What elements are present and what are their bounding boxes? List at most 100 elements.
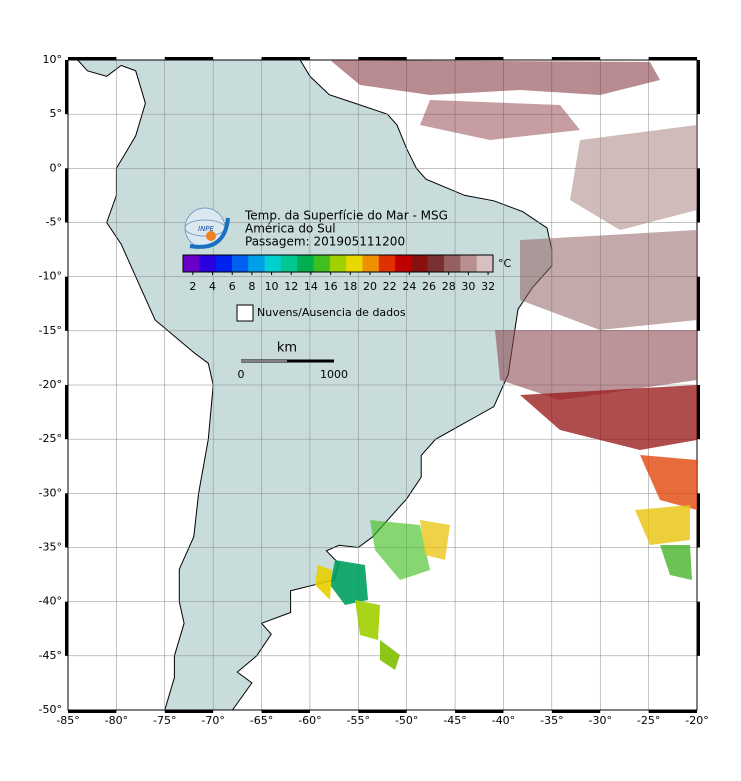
lat-tick-label: -20°: [39, 378, 62, 391]
colorbar-segment: [313, 255, 331, 272]
frame-bar: [68, 57, 117, 60]
colorbar-segment: [395, 255, 412, 272]
lat-tick-label: -25°: [39, 432, 62, 445]
colorbar-segment: [444, 255, 461, 272]
frame-bar: [164, 57, 214, 60]
lat-tick-label: -15°: [39, 324, 62, 337]
colorbar: 2 4 6 8 10 12 14 16 18 20 22 24 26 28 30 32: [182, 254, 495, 293]
lat-tick-label: 10°: [43, 53, 63, 66]
lon-tick-label: -45°: [443, 714, 466, 727]
colorbar-segment: [297, 255, 315, 272]
lat-tick-label: -35°: [39, 541, 62, 554]
frame-bar: [65, 385, 68, 440]
lat-tick-label: -45°: [39, 649, 62, 662]
lon-tick-label: -70°: [201, 714, 224, 727]
lon-tick-label: -80°: [105, 714, 128, 727]
frame-bar: [65, 601, 68, 656]
frame-bar: [65, 168, 68, 223]
colorbar-tick-label: 6: [229, 280, 236, 293]
colorbar-segment: [476, 255, 494, 272]
title: Temp. da Superfície do Mar - MSG: [244, 209, 448, 223]
colorbar-tick-label: 20: [363, 280, 377, 293]
colorbar-segment: [362, 255, 380, 272]
colorbar-tick-label: 22: [383, 280, 397, 293]
colorbar-segment: [329, 255, 347, 272]
lon-tick-label: -75°: [153, 714, 176, 727]
frame-bar: [65, 60, 68, 115]
frame-bar: [68, 710, 117, 713]
frame-bar: [697, 493, 700, 548]
frame-bar: [697, 60, 700, 115]
logo: INPE: [184, 207, 230, 249]
colorbar-segment: [264, 255, 282, 272]
colorbar-tick-label: 14: [304, 280, 318, 293]
colorbar-tick-label: 18: [343, 280, 357, 293]
lon-tick-label: -65°: [250, 714, 273, 727]
lon-tick-label: -35°: [540, 714, 563, 727]
legend-swatch: [236, 304, 254, 322]
frame-bar: [164, 710, 214, 713]
lon-tick-label: -55°: [347, 714, 370, 727]
colorbar-tick-label: 12: [284, 280, 298, 293]
colorbar-segment: [280, 255, 298, 272]
lon-tick-label: -30°: [588, 714, 611, 727]
colorbar-segment: [199, 255, 217, 272]
frame-bar: [697, 601, 700, 656]
lat-tick-label: -40°: [39, 595, 62, 608]
colorbar-tick-label: 28: [442, 280, 456, 293]
frame-bar: [551, 710, 601, 713]
colorbar-segment: [215, 255, 233, 272]
colorbar-segment: [248, 255, 266, 272]
lon-tick-label: -85°: [56, 714, 79, 727]
lat-tick-label: -10°: [39, 270, 62, 283]
colorbar-tick-label: 24: [402, 280, 416, 293]
colorbar-segment: [378, 255, 396, 272]
lat-tick-label: -30°: [39, 486, 62, 499]
frame-bar: [261, 710, 310, 713]
pass-time: Passagem: 201905111200: [245, 235, 405, 249]
scale-unit: km: [277, 341, 297, 356]
lon-tick-label: -60°: [298, 714, 321, 727]
region: América do Sul: [245, 222, 336, 236]
lat-tick-label: -5°: [46, 216, 62, 229]
colorbar-tick-label: 8: [248, 280, 255, 293]
colorbar-unit: °C: [498, 257, 512, 270]
colorbar-tick-label: 30: [461, 280, 475, 293]
lat-tick-label: 5°: [50, 107, 63, 120]
frame-bar: [455, 57, 504, 60]
legend-label: Nuvens/Ausencia de dados: [257, 306, 406, 319]
lat-tick-label: -50°: [39, 703, 62, 716]
scale-start: 0: [238, 368, 245, 381]
frame-bar: [648, 710, 697, 713]
colorbar-segment: [427, 255, 445, 272]
scale-end: 1000: [320, 368, 348, 381]
colorbar-tick-label: 10: [265, 280, 279, 293]
frame-bar: [697, 385, 700, 440]
frame-bar: [261, 57, 310, 60]
frame-bar: [455, 710, 504, 713]
colorbar-segment: [460, 255, 478, 272]
frame-bar: [648, 57, 697, 60]
colorbar-tick-label: 2: [189, 280, 196, 293]
frame-bar: [551, 57, 601, 60]
lon-tick-label: -50°: [395, 714, 418, 727]
colorbar-segment: [183, 255, 200, 272]
lat-tick-label: 0°: [50, 161, 63, 174]
frame-bar: [65, 493, 68, 548]
colorbar-frame: [182, 254, 494, 273]
sst-patches: [315, 60, 697, 670]
logo-text: INPE: [198, 225, 215, 233]
lon-tick-label: -20°: [685, 714, 708, 727]
colorbar-tick-label: 4: [209, 280, 216, 293]
colorbar-tick-label: 16: [324, 280, 338, 293]
frame-bar: [697, 276, 700, 331]
lon-tick-label: -40°: [492, 714, 515, 727]
colorbar-segment: [346, 255, 363, 272]
frame-bar: [358, 57, 407, 60]
colorbar-tick-label: 32: [481, 280, 495, 293]
frame-bar: [358, 710, 407, 713]
lon-tick-label: -25°: [637, 714, 660, 727]
colorbar-tick-label: 26: [422, 280, 436, 293]
colorbar-segment: [231, 255, 249, 272]
